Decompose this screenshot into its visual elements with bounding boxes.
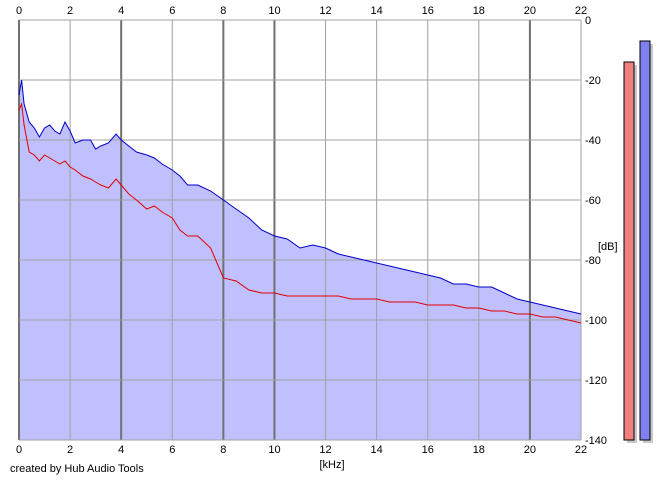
x-tick-label: 10: [268, 444, 280, 456]
series-layer: [18, 79, 582, 324]
x-tick-label: 16: [422, 5, 434, 17]
y-tick-label: -120: [585, 375, 607, 387]
x-tick-label: 14: [371, 5, 383, 17]
credit-text: created by Hub Audio Tools: [10, 463, 144, 475]
x-tick-label: 8: [220, 444, 226, 456]
x-tick-label: 22: [575, 5, 587, 17]
x-tick-label: 12: [319, 5, 331, 17]
x-tick-label: 8: [220, 5, 226, 17]
x-axis-label: [kHz]: [319, 459, 344, 471]
y-tick-label: 0: [585, 15, 591, 27]
x-tick-label: 2: [67, 444, 73, 456]
level-meter-bar: [623, 61, 635, 441]
x-tick-label: 20: [524, 5, 536, 17]
series-line: [18, 79, 582, 315]
x-tick-label: 2: [67, 5, 73, 17]
level-meter-layer: [623, 40, 653, 443]
tick-label-layer: 002244668810101212141416161818202022220-…: [16, 5, 607, 456]
level-meter-bar: [639, 40, 651, 441]
x-tick-label: 4: [118, 444, 124, 456]
y-tick-label: -60: [585, 195, 601, 207]
x-tick-label: 18: [473, 5, 485, 17]
x-tick-label: 20: [524, 444, 536, 456]
y-tick-label: -140: [585, 435, 607, 447]
y-tick-label: -100: [585, 315, 607, 327]
x-tick-label: 6: [169, 444, 175, 456]
series-line: [18, 102, 582, 324]
x-tick-label: 12: [319, 444, 331, 456]
y-tick-label: -40: [585, 135, 601, 147]
y-axis-label: [dB]: [598, 241, 618, 253]
x-tick-label: 0: [16, 444, 22, 456]
y-tick-label: -20: [585, 75, 601, 87]
x-tick-label: 14: [371, 444, 383, 456]
x-tick-label: 4: [118, 5, 124, 17]
x-tick-label: 16: [422, 444, 434, 456]
x-tick-label: 0: [16, 5, 22, 17]
x-tick-label: 18: [473, 444, 485, 456]
x-tick-label: 10: [268, 5, 280, 17]
x-tick-label: 6: [169, 5, 175, 17]
y-tick-label: -80: [585, 255, 601, 267]
grid-layer: [18, 19, 582, 441]
x-tick-label: 22: [575, 444, 587, 456]
